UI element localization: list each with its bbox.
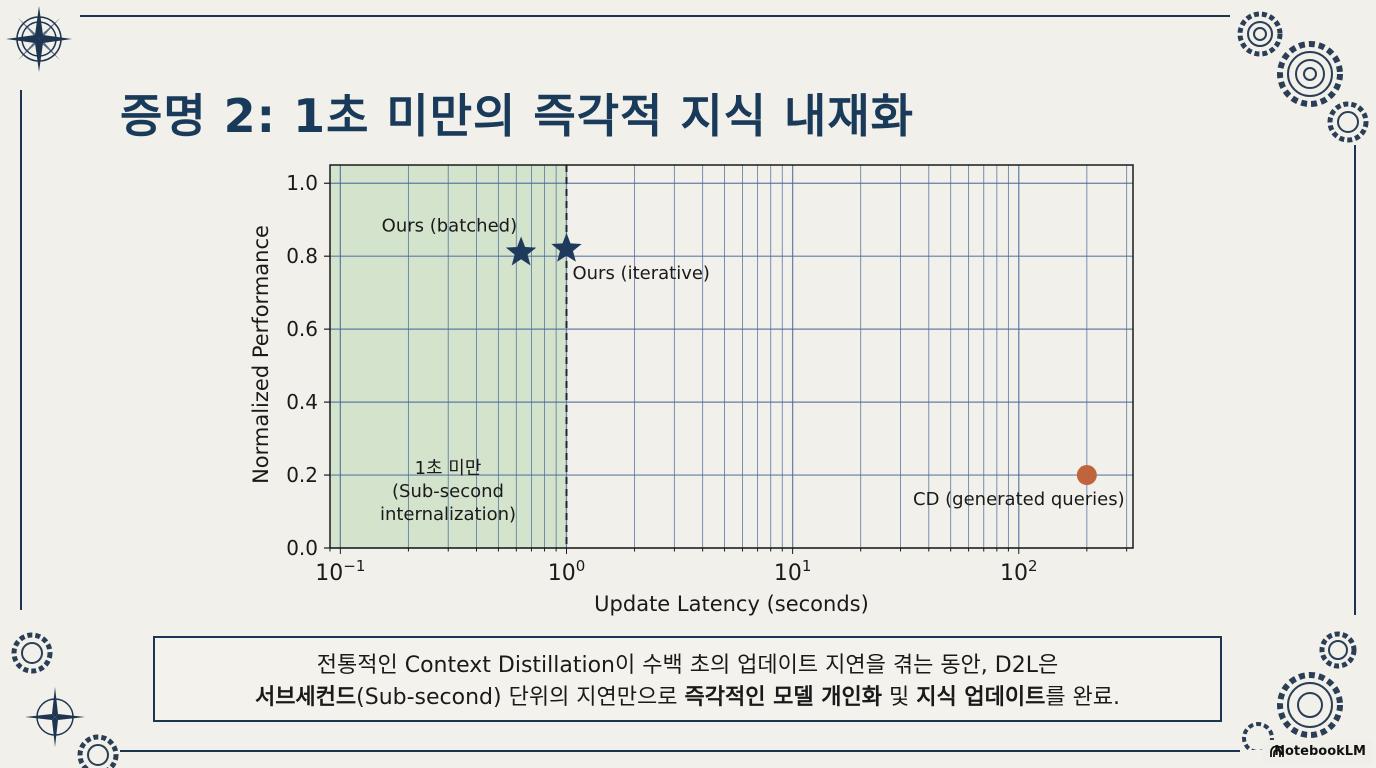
badge-label: NotebookLM <box>1274 744 1366 759</box>
point-label-ours-batched: Ours (batched) <box>382 216 517 237</box>
caption-text-a: (Sub-second) 단위의 지연만으로 <box>356 685 685 710</box>
slide-title: 증명 2: 1초 미만의 즉각적 지식 내재화 <box>120 89 914 143</box>
sub-second-region-label: internalization) <box>380 504 516 525</box>
x-tick-label: 102 <box>1000 557 1038 586</box>
y-axis-label: Normalized Performance <box>249 225 273 484</box>
y-tick-label: 0.4 <box>286 390 318 414</box>
x-tick-label: 100 <box>548 557 586 586</box>
x-tick-label: 101 <box>774 557 812 586</box>
x-axis-label: Update Latency (seconds) <box>594 592 869 616</box>
caption-box: 전통적인 Context Distillation이 수백 초의 업데이트 지연… <box>153 636 1222 722</box>
frame-left-line <box>20 90 22 610</box>
notebooklm-logo-icon <box>1270 746 1284 757</box>
caption-bold-personalization: 즉각적인 모델 개인화 <box>684 685 882 710</box>
gears-bottom-left-icon <box>11 632 119 768</box>
y-tick-label: 0.8 <box>286 244 318 268</box>
y-tick-label: 0.0 <box>286 536 318 560</box>
caption-text-c: 를 완료. <box>1045 685 1121 710</box>
y-tick-label: 0.2 <box>286 463 318 487</box>
frame-top-line <box>80 15 1230 17</box>
frame-bottom-line <box>120 750 1240 752</box>
caption-text-b: 및 <box>881 685 917 710</box>
notebooklm-badge: NotebookLM <box>1262 740 1372 764</box>
point-label-cd-generated-queries: CD (generated queries) <box>913 489 1125 510</box>
circle-marker-cd-generated-queries <box>1076 465 1097 486</box>
gears-top-right-icon <box>1237 11 1369 143</box>
y-tick-label: 0.6 <box>286 317 318 341</box>
compass-rose-icon <box>6 6 72 72</box>
y-tick-label: 1.0 <box>286 171 318 195</box>
star-marker-ours-iterative <box>551 232 582 262</box>
sub-second-region-label: 1초 미만 <box>415 458 482 479</box>
caption-line-1: 전통적인 Context Distillation이 수백 초의 업데이트 지연… <box>316 653 1059 678</box>
caption-bold-subsecond: 서브세컨드 <box>254 685 357 710</box>
frame-right-line <box>1354 145 1356 615</box>
plot-frame <box>329 164 1134 549</box>
x-tick-label: 10−1 <box>315 557 365 586</box>
star-marker-ours-batched <box>505 236 537 266</box>
gears-bottom-right-icon <box>1242 631 1357 750</box>
caption-line-2: 서브세컨드(Sub-second) 단위의 지연만으로 즉각적인 모델 개인화 … <box>155 682 1220 714</box>
point-label-ours-iterative: Ours (iterative) <box>572 263 709 284</box>
sub-second-region-label: (Sub-second <box>392 481 504 502</box>
caption-bold-knowledge-update: 지식 업데이트 <box>916 685 1046 710</box>
